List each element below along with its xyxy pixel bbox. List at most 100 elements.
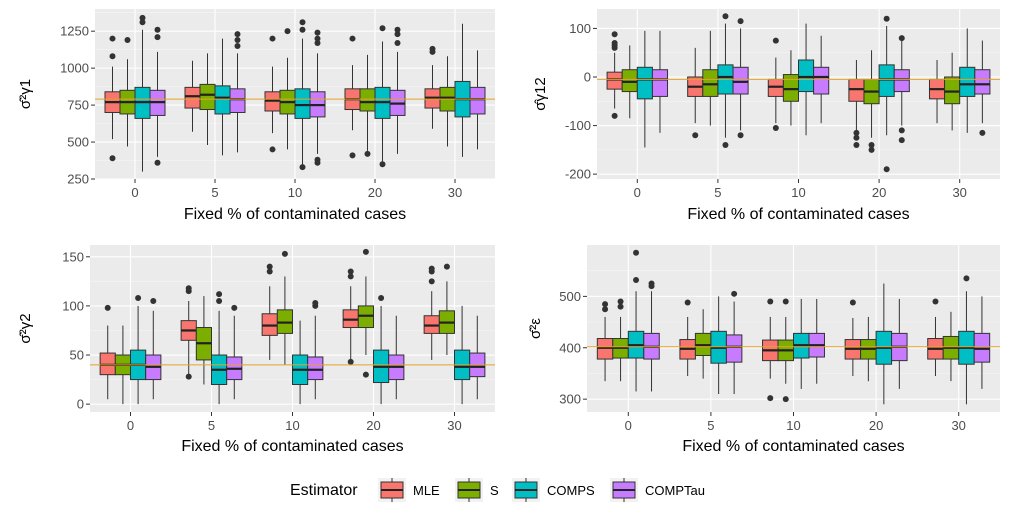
legend: Estimator MLE S COMPS COMPTau <box>290 478 705 502</box>
box-mle-30 <box>423 265 440 360</box>
outlier-point <box>349 152 356 159</box>
box-comps-5 <box>214 38 231 156</box>
box-s-20 <box>860 316 877 382</box>
outlier-point <box>868 142 875 148</box>
x-tick-label: 30 <box>952 185 966 200</box>
box-s-5 <box>195 296 212 385</box>
box-comps-20 <box>374 25 391 168</box>
box-body <box>184 86 201 109</box>
y-tick-label: 1250 <box>60 24 89 39</box>
x-axis-title: Fixed % of contaminated cases <box>687 206 909 223</box>
box-comps-0 <box>134 14 151 172</box>
box-mle-20 <box>844 299 862 377</box>
outlier-point <box>849 299 856 306</box>
outlier-point <box>443 263 450 270</box>
outlier-point <box>868 146 875 153</box>
series-mle <box>104 35 441 162</box>
y-tick-label: 0 <box>584 70 591 85</box>
outlier-point <box>379 161 386 168</box>
y-tick-label: 300 <box>559 392 581 407</box>
outlier-point <box>185 285 192 292</box>
outlier-point <box>853 134 860 141</box>
outlier-point <box>314 40 321 46</box>
x-tick-label: 10 <box>786 418 800 433</box>
box-body <box>621 69 638 93</box>
box-body <box>606 71 623 90</box>
outlier-point <box>394 31 401 38</box>
y-tick-label: 100 <box>62 298 84 313</box>
series-s <box>114 248 455 405</box>
x-tick-label: 0 <box>625 418 632 433</box>
box-body <box>307 356 324 381</box>
box-comptau-5 <box>229 31 246 153</box>
x-tick-label: 5 <box>208 418 215 433</box>
outlier-point <box>139 19 146 26</box>
outlier-point <box>883 15 890 22</box>
outlier-point <box>617 303 624 310</box>
outlier-point <box>364 150 371 157</box>
outlier-point <box>135 295 142 302</box>
box-comps-10 <box>294 19 311 171</box>
box-s-0 <box>612 298 629 382</box>
outlier-point <box>104 304 111 311</box>
series-mle <box>596 298 944 402</box>
x-tick-label: 5 <box>707 418 714 433</box>
outlier-point <box>737 18 744 25</box>
outlier-point <box>963 275 970 282</box>
outlier-point <box>932 298 939 305</box>
outlier-point <box>216 291 223 298</box>
outlier-point <box>602 306 609 313</box>
outlier-point <box>394 26 401 33</box>
box-mle-20 <box>848 60 865 148</box>
outlier-point <box>266 268 273 275</box>
box-mle-0 <box>99 304 116 400</box>
outlier-point <box>617 298 624 305</box>
outlier-point <box>979 129 986 136</box>
series-s <box>119 28 456 157</box>
legend-title: Estimator <box>290 482 358 499</box>
box-s-30 <box>438 263 455 356</box>
outlier-point <box>299 26 306 33</box>
outlier-point <box>347 273 354 280</box>
series-comps <box>627 249 975 405</box>
y-axis-title: σ̂²ε <box>527 318 544 339</box>
box-mle-0 <box>596 301 614 382</box>
outlier-point <box>154 159 161 166</box>
x-tick-label: 30 <box>447 418 461 433</box>
y-tick-label: 1000 <box>60 61 89 76</box>
box-body <box>848 78 865 102</box>
box-body <box>359 88 376 112</box>
box-body <box>782 74 800 102</box>
outlier-point <box>772 125 779 131</box>
box-s-10 <box>279 28 296 150</box>
box-body <box>944 76 961 105</box>
outlier-point <box>428 278 435 285</box>
legend-label: COMPS <box>547 483 595 498</box>
outlier-point <box>898 127 905 134</box>
outlier-point <box>284 28 291 35</box>
legend-label: COMPTau <box>645 483 705 498</box>
outlier-point <box>349 35 356 42</box>
outlier-point <box>185 373 192 380</box>
box-body <box>651 69 669 97</box>
box-mle-0 <box>104 35 121 162</box>
box-mle-5 <box>180 285 197 380</box>
box-comps-20 <box>875 283 893 405</box>
box-body <box>229 88 246 113</box>
outlier-point <box>648 280 655 287</box>
y-axis-title: σ̂²γ2 <box>17 313 34 343</box>
box-comptau-10 <box>813 35 830 124</box>
x-tick-label: 5 <box>714 185 721 200</box>
outlier-point <box>347 268 354 275</box>
outlier-point <box>782 298 789 305</box>
outlier-point <box>281 250 288 257</box>
box-comps-5 <box>710 296 727 395</box>
x-tick-label: 10 <box>285 418 299 433</box>
box-mle-30 <box>424 45 441 129</box>
x-tick-label: 30 <box>448 185 462 200</box>
box-s-5 <box>199 53 216 145</box>
outlier-point <box>269 35 276 42</box>
box-mle-5 <box>687 47 704 139</box>
box-comptau-20 <box>893 35 910 144</box>
